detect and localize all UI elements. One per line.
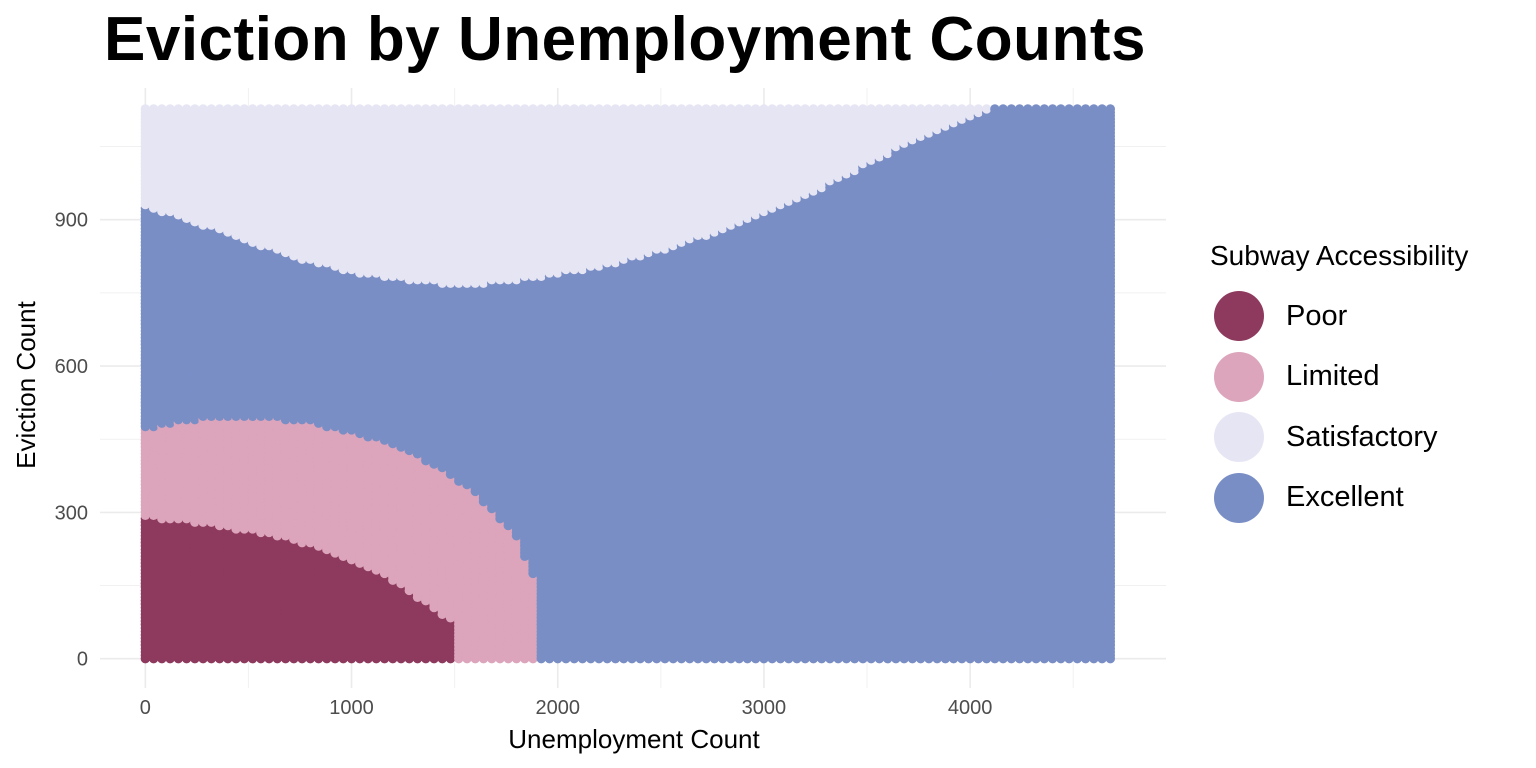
point-column [173,104,184,664]
point-column [313,104,324,664]
point-column [379,104,390,664]
point-column [247,104,258,664]
point-column [371,104,381,664]
data-point-satisfactory [379,104,390,114]
data-point-satisfactory [322,104,332,114]
data-point-satisfactory [173,104,184,114]
point-column [363,104,373,664]
data-point-satisfactory [338,104,348,114]
point-column [355,104,365,664]
data-point-satisfactory [198,104,208,114]
point-column [280,104,291,664]
data-point-satisfactory [305,104,316,114]
data-point-satisfactory [363,104,373,114]
point-column [272,104,283,664]
point-column [388,104,398,664]
data-point-satisfactory [206,104,217,114]
point-column [346,104,357,664]
point-column [322,104,332,664]
point-column [181,104,192,664]
points-layer [140,104,1116,664]
data-point-satisfactory [272,104,283,114]
point-column [305,104,316,664]
point-column [214,104,225,664]
point-column [206,104,217,664]
data-point-satisfactory [214,104,225,114]
data-point-satisfactory [140,104,151,114]
data-point-satisfactory [165,104,175,114]
data-point-satisfactory [231,104,241,114]
point-column [231,104,241,664]
point-column [297,104,307,664]
chart-title: Eviction by Unemployment Counts [104,5,1147,74]
data-point-satisfactory [297,104,307,114]
point-column [148,104,159,664]
data-point-satisfactory [280,104,291,114]
data-point-satisfactory [313,104,324,114]
data-point-satisfactory [239,104,250,114]
data-point-satisfactory [223,104,233,114]
data-point-satisfactory [181,104,192,114]
point-column [223,104,233,664]
point-column [190,104,200,664]
point-column [140,104,151,664]
data-point-satisfactory [371,104,381,114]
data-point-satisfactory [355,104,365,114]
point-column [264,104,274,664]
point-column [165,104,175,664]
data-point-satisfactory [247,104,258,114]
point-column [289,104,299,664]
data-point-satisfactory [264,104,274,114]
point-column [239,104,250,664]
data-point-satisfactory [148,104,159,114]
point-column [338,104,348,664]
data-point-satisfactory [330,104,340,114]
data-point-satisfactory [157,104,167,114]
point-column [157,104,167,664]
data-point-satisfactory [190,104,200,114]
data-point-satisfactory [289,104,299,114]
data-point-satisfactory [256,104,266,114]
data-point-satisfactory [346,104,357,114]
point-column [330,104,340,664]
point-column [198,104,208,664]
point-column [256,104,266,664]
